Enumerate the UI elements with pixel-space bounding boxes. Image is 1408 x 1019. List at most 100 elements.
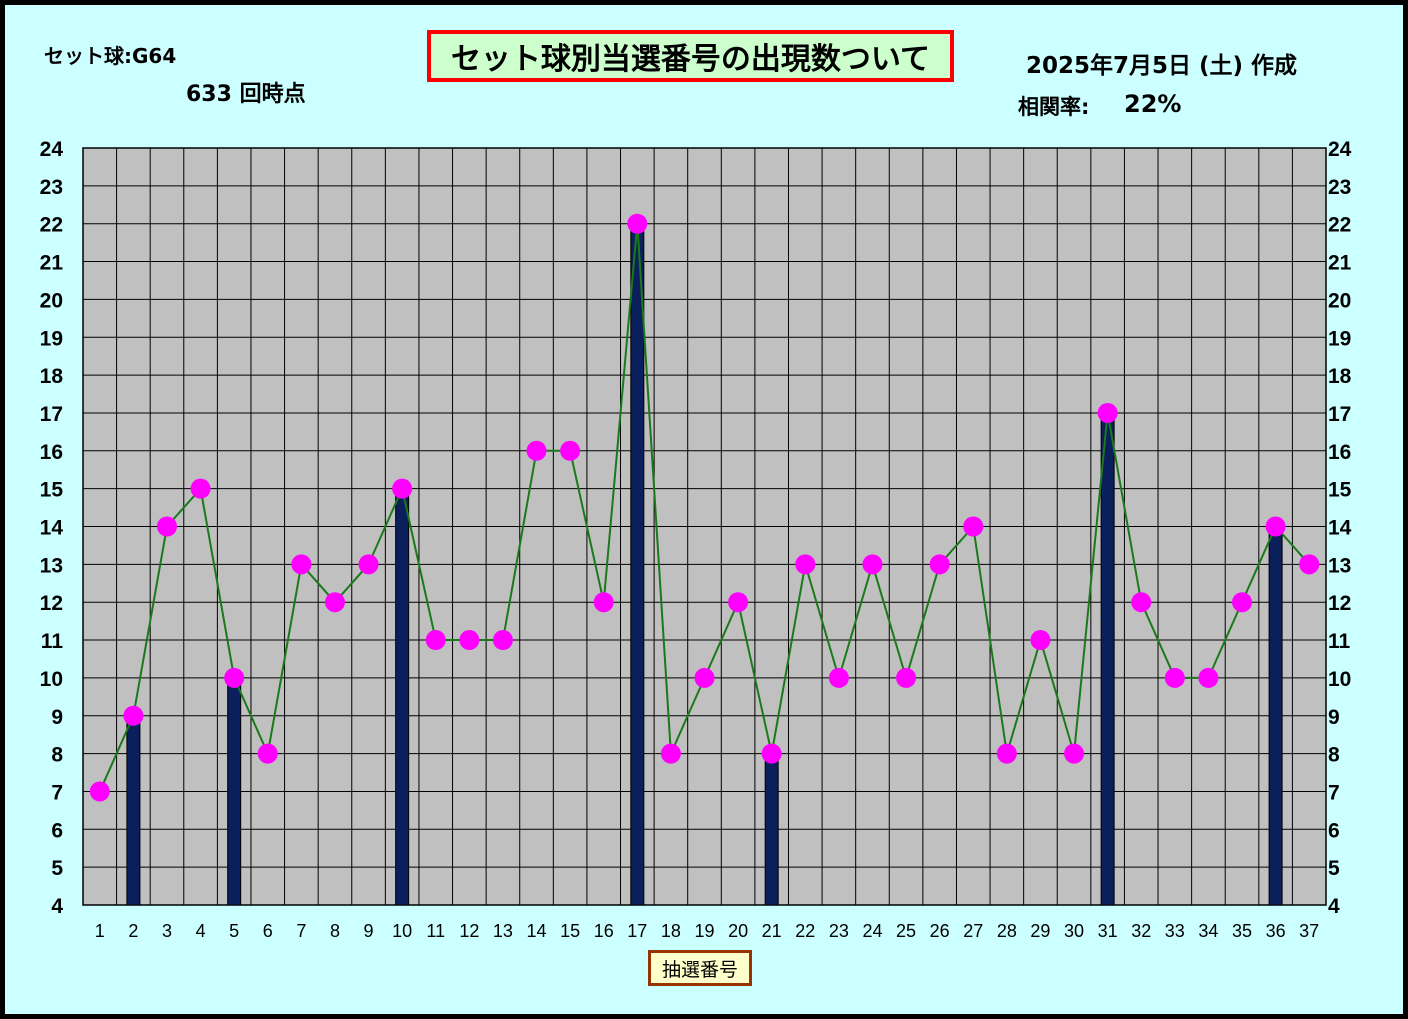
y-tick-label-left: 5	[51, 857, 63, 880]
data-point	[123, 705, 144, 726]
bar	[227, 677, 242, 906]
data-point	[257, 743, 278, 764]
y-tick-label-right: 10	[1328, 668, 1351, 691]
y-tick-label-right: 22	[1328, 214, 1351, 237]
x-tick-label: 27	[963, 921, 983, 941]
x-tick-label: 22	[795, 921, 815, 941]
x-tick-label: 23	[829, 921, 849, 941]
data-point	[1198, 667, 1219, 688]
y-tick-label-left: 20	[40, 289, 63, 312]
bar	[1268, 526, 1283, 906]
data-point	[156, 516, 177, 537]
y-tick-label-left: 6	[51, 819, 63, 842]
data-point	[1299, 554, 1320, 575]
data-point	[291, 554, 312, 575]
y-tick-label-right: 17	[1328, 403, 1351, 426]
x-tick-label: 12	[459, 921, 479, 941]
y-tick-label-right: 9	[1328, 706, 1340, 729]
bar	[764, 753, 779, 906]
data-point	[358, 554, 379, 575]
y-tick-label-left: 8	[51, 744, 63, 767]
data-point	[1131, 592, 1152, 613]
y-tick-label-left: 10	[40, 668, 63, 691]
x-tick-label: 26	[930, 921, 950, 941]
y-tick-label-right: 18	[1328, 365, 1352, 388]
x-tick-label: 24	[862, 921, 882, 941]
bar	[126, 715, 141, 906]
plot-border	[82, 147, 1327, 906]
y-tick-label-left: 21	[40, 252, 64, 275]
y-tick-label-left: 23	[40, 176, 63, 199]
set-ball-label: セット球:G64	[44, 44, 177, 68]
y-tick-label-left: 9	[51, 706, 63, 729]
bar	[630, 223, 645, 906]
data-point	[929, 554, 950, 575]
data-point	[190, 478, 211, 499]
data-point	[1265, 516, 1286, 537]
x-tick-label: 37	[1299, 921, 1319, 941]
y-tick-label-left: 12	[40, 592, 63, 615]
data-point	[795, 554, 816, 575]
data-point	[526, 440, 547, 461]
data-point	[492, 630, 513, 651]
data-point	[694, 667, 715, 688]
y-tick-label-left: 17	[40, 403, 63, 426]
x-tick-label: 4	[196, 921, 206, 941]
bar	[1100, 412, 1115, 906]
y-tick-label-right: 23	[1328, 176, 1351, 199]
x-tick-label: 6	[263, 921, 273, 941]
bar	[395, 488, 410, 906]
correlation-value: 22%	[1124, 90, 1182, 118]
data-point	[1097, 402, 1118, 423]
data-point	[1030, 630, 1051, 651]
x-tick-label: 33	[1165, 921, 1185, 941]
y-tick-label-right: 16	[1328, 441, 1351, 464]
data-point	[1164, 667, 1185, 688]
data-point	[1232, 592, 1253, 613]
data-point	[660, 743, 681, 764]
data-point	[862, 554, 883, 575]
x-tick-label: 32	[1131, 921, 1151, 941]
data-point	[425, 630, 446, 651]
x-tick-label: 10	[392, 921, 412, 941]
data-point	[89, 781, 110, 802]
y-tick-label-right: 7	[1328, 781, 1340, 804]
y-tick-label-left: 13	[40, 554, 63, 577]
data-point	[627, 213, 648, 234]
x-tick-label: 30	[1064, 921, 1084, 941]
x-tick-label: 18	[661, 921, 681, 941]
y-tick-label-right: 13	[1328, 554, 1351, 577]
x-tick-label: 7	[296, 921, 306, 941]
data-point	[963, 516, 984, 537]
x-tick-label: 36	[1266, 921, 1286, 941]
x-tick-label: 5	[229, 921, 239, 941]
data-point	[828, 667, 849, 688]
y-tick-label-left: 11	[41, 630, 64, 653]
x-tick-label: 31	[1098, 921, 1118, 941]
data-point	[593, 592, 614, 613]
y-tick-label-right: 8	[1328, 744, 1340, 767]
y-tick-label-right: 6	[1328, 819, 1340, 842]
data-point	[224, 667, 245, 688]
y-tick-label-left: 19	[40, 327, 63, 350]
y-tick-label-left: 22	[40, 214, 63, 237]
y-tick-label-right: 19	[1328, 327, 1351, 350]
data-point	[392, 478, 413, 499]
x-tick-label: 17	[627, 921, 647, 941]
y-tick-label-left: 7	[51, 781, 63, 804]
x-tick-label: 19	[694, 921, 714, 941]
x-tick-label: 35	[1232, 921, 1252, 941]
data-point	[560, 440, 581, 461]
correlation-label: 相関率:	[1018, 95, 1090, 119]
x-tick-label: 20	[728, 921, 748, 941]
y-tick-label-left: 15	[40, 479, 64, 502]
y-tick-label-right: 24	[1328, 138, 1352, 161]
y-tick-label-right: 15	[1328, 479, 1352, 502]
x-tick-label: 11	[426, 921, 445, 941]
y-tick-label-right: 20	[1328, 289, 1351, 312]
data-point	[324, 592, 345, 613]
x-tick-label: 2	[128, 921, 138, 941]
created-date: 2025年7月5日 (土) 作成	[1026, 53, 1298, 79]
y-tick-label-right: 5	[1328, 857, 1340, 880]
